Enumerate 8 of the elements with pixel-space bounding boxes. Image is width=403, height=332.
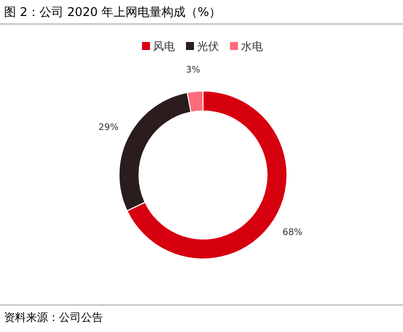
legend-label: 水电 [241, 40, 263, 53]
legend-label: 风电 [153, 40, 175, 53]
data-label: 29% [98, 122, 119, 133]
legend-label: 光伏 [197, 40, 219, 53]
text: 资料来源：公司公告 [4, 311, 103, 324]
chart-title: 图 2：公司 2020 年上网电量构成（%） [4, 5, 222, 19]
data-label: 68% [282, 228, 303, 238]
data-label: 3% [186, 65, 201, 76]
